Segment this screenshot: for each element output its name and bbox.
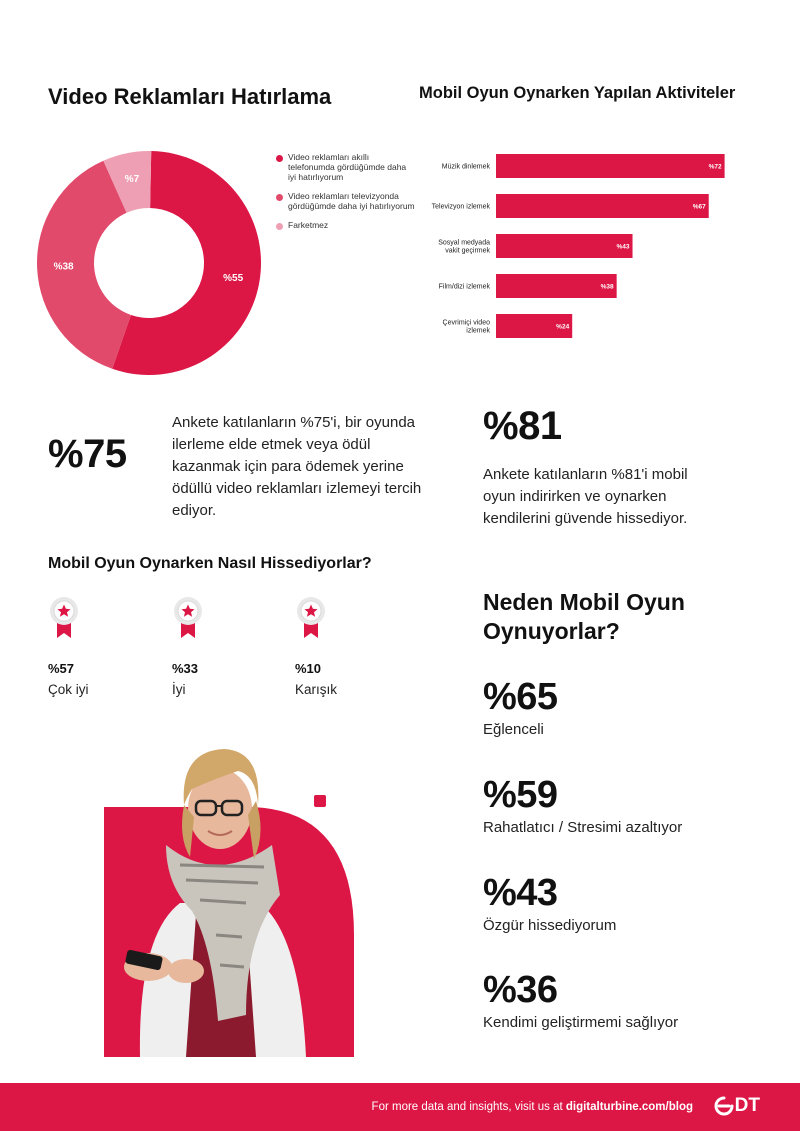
feelings-title: Mobil Oyun Oynarken Nasıl Hissediyorlar? [48,555,372,572]
feeling-item: %33 İyi [172,596,282,697]
donut-slice [37,160,131,369]
bar-chart: %72 Müzik dinlemek %67 Televizyon izlemek %4… [432,154,725,338]
why-label: Eğlenceli [483,721,544,738]
stat-75-description: Ankete katılanların %75'i, bir oyunda il… [172,414,422,519]
why-title: Neden Mobil Oyun Oynuyorlar? [483,589,685,644]
legend-label: Video reklamları akıllı telefonumda görd… [288,152,407,182]
bar-category-label: Çevrimiçi video izlemek [443,320,491,335]
donut-slice [103,151,152,213]
legend-item: Video reklamları akıllı telefonumda görd… [276,152,416,182]
why-item: %59 Rahatlatıcı / Stresimi azaltıyor [483,774,682,836]
woman-with-phone-photo [104,749,354,1057]
feeling-item: %10 Karışık [295,596,405,697]
why-item: %36 Kendimi geliştirmemi sağlıyor [483,969,678,1031]
why-label: Rahatlatıcı / Stresimi azaltıyor [483,819,683,836]
bar-category-label: Müzik dinlemek [442,164,491,171]
medal-icon [174,597,202,638]
legend-label: Farketmez [288,220,329,230]
why-label: Kendimi geliştirmemi sağlıyor [483,1014,679,1031]
bar [496,154,725,178]
bar [496,194,709,218]
feeling-percent: %33 [172,661,199,676]
bar [496,234,633,258]
donut-slice [112,151,262,375]
legend-item: Farketmez [276,220,416,230]
why-item: %43 Özgür hissediyorum [483,872,616,934]
footer-link[interactable]: digitalturbine.com/blog [565,1101,693,1113]
stat-81-description: Ankete katılanların %81'i mobil oyun ind… [483,466,688,527]
bar-value-label: %38 [601,284,614,291]
legend-swatch [276,194,283,201]
donut-legend: Video reklamları akıllı telefonumda görd… [276,152,416,239]
why-label: Özgür hissediyorum [483,917,617,934]
feeling-percent: %10 [295,661,322,676]
bar-value-label: %43 [617,244,630,251]
legend-swatch [276,155,283,162]
stat-75-value: %75 [48,432,127,476]
bar [496,314,573,338]
feeling-label: Çok iyi [48,682,89,697]
why-percent: %65 [483,676,558,718]
dt-logo[interactable]: DT [713,1095,760,1117]
why-item: %65 Eğlenceli [483,676,558,738]
bar-category-label: Film/dizi izlemek [439,284,491,291]
why-percent: %59 [483,774,558,816]
legend-label: Video reklamları televizyonda gördüğümde… [288,191,415,211]
donut-chart: %55 %38 %7 [37,151,262,375]
footer-bar: For more data and insights, visit us at … [0,1083,800,1131]
medal-icon [297,597,325,638]
bar-category-label: Televizyon izlemek [432,204,491,211]
bar-value-label: %67 [693,204,706,211]
bar-category-label: Sosyal medyada vakit geçirmek [438,240,490,255]
dt-logo-text: DT [734,1095,760,1116]
donut-slice-label: %55 [223,273,243,284]
bar [496,274,617,298]
legend-item: Video reklamları televizyonda gördüğümde… [276,191,416,211]
bar-value-label: %72 [709,164,722,171]
bar-chart-title: Mobil Oyun Oynarken Yapılan Aktiviteler [419,84,736,102]
bar-value-label: %24 [556,324,569,331]
dt-logo-icon [714,1096,734,1116]
medal-icon [50,597,78,638]
why-percent: %43 [483,872,558,914]
footer-text: For more data and insights, visit us at … [372,1101,693,1113]
feeling-percent: %57 [48,661,75,676]
footer-prefix: For more data and insights, visit us at [371,1101,566,1113]
feeling-label: Karışık [295,682,338,697]
feeling-item: %57 Çok iyi [48,596,158,697]
why-percent: %36 [483,969,558,1011]
donut-chart-title: Video Reklamları Hatırlama [48,84,332,109]
donut-slice-label: %7 [125,174,140,185]
donut-slice-label: %38 [54,262,74,273]
feeling-label: İyi [172,682,186,697]
legend-swatch [276,223,283,230]
stat-81-value: %81 [483,404,562,448]
